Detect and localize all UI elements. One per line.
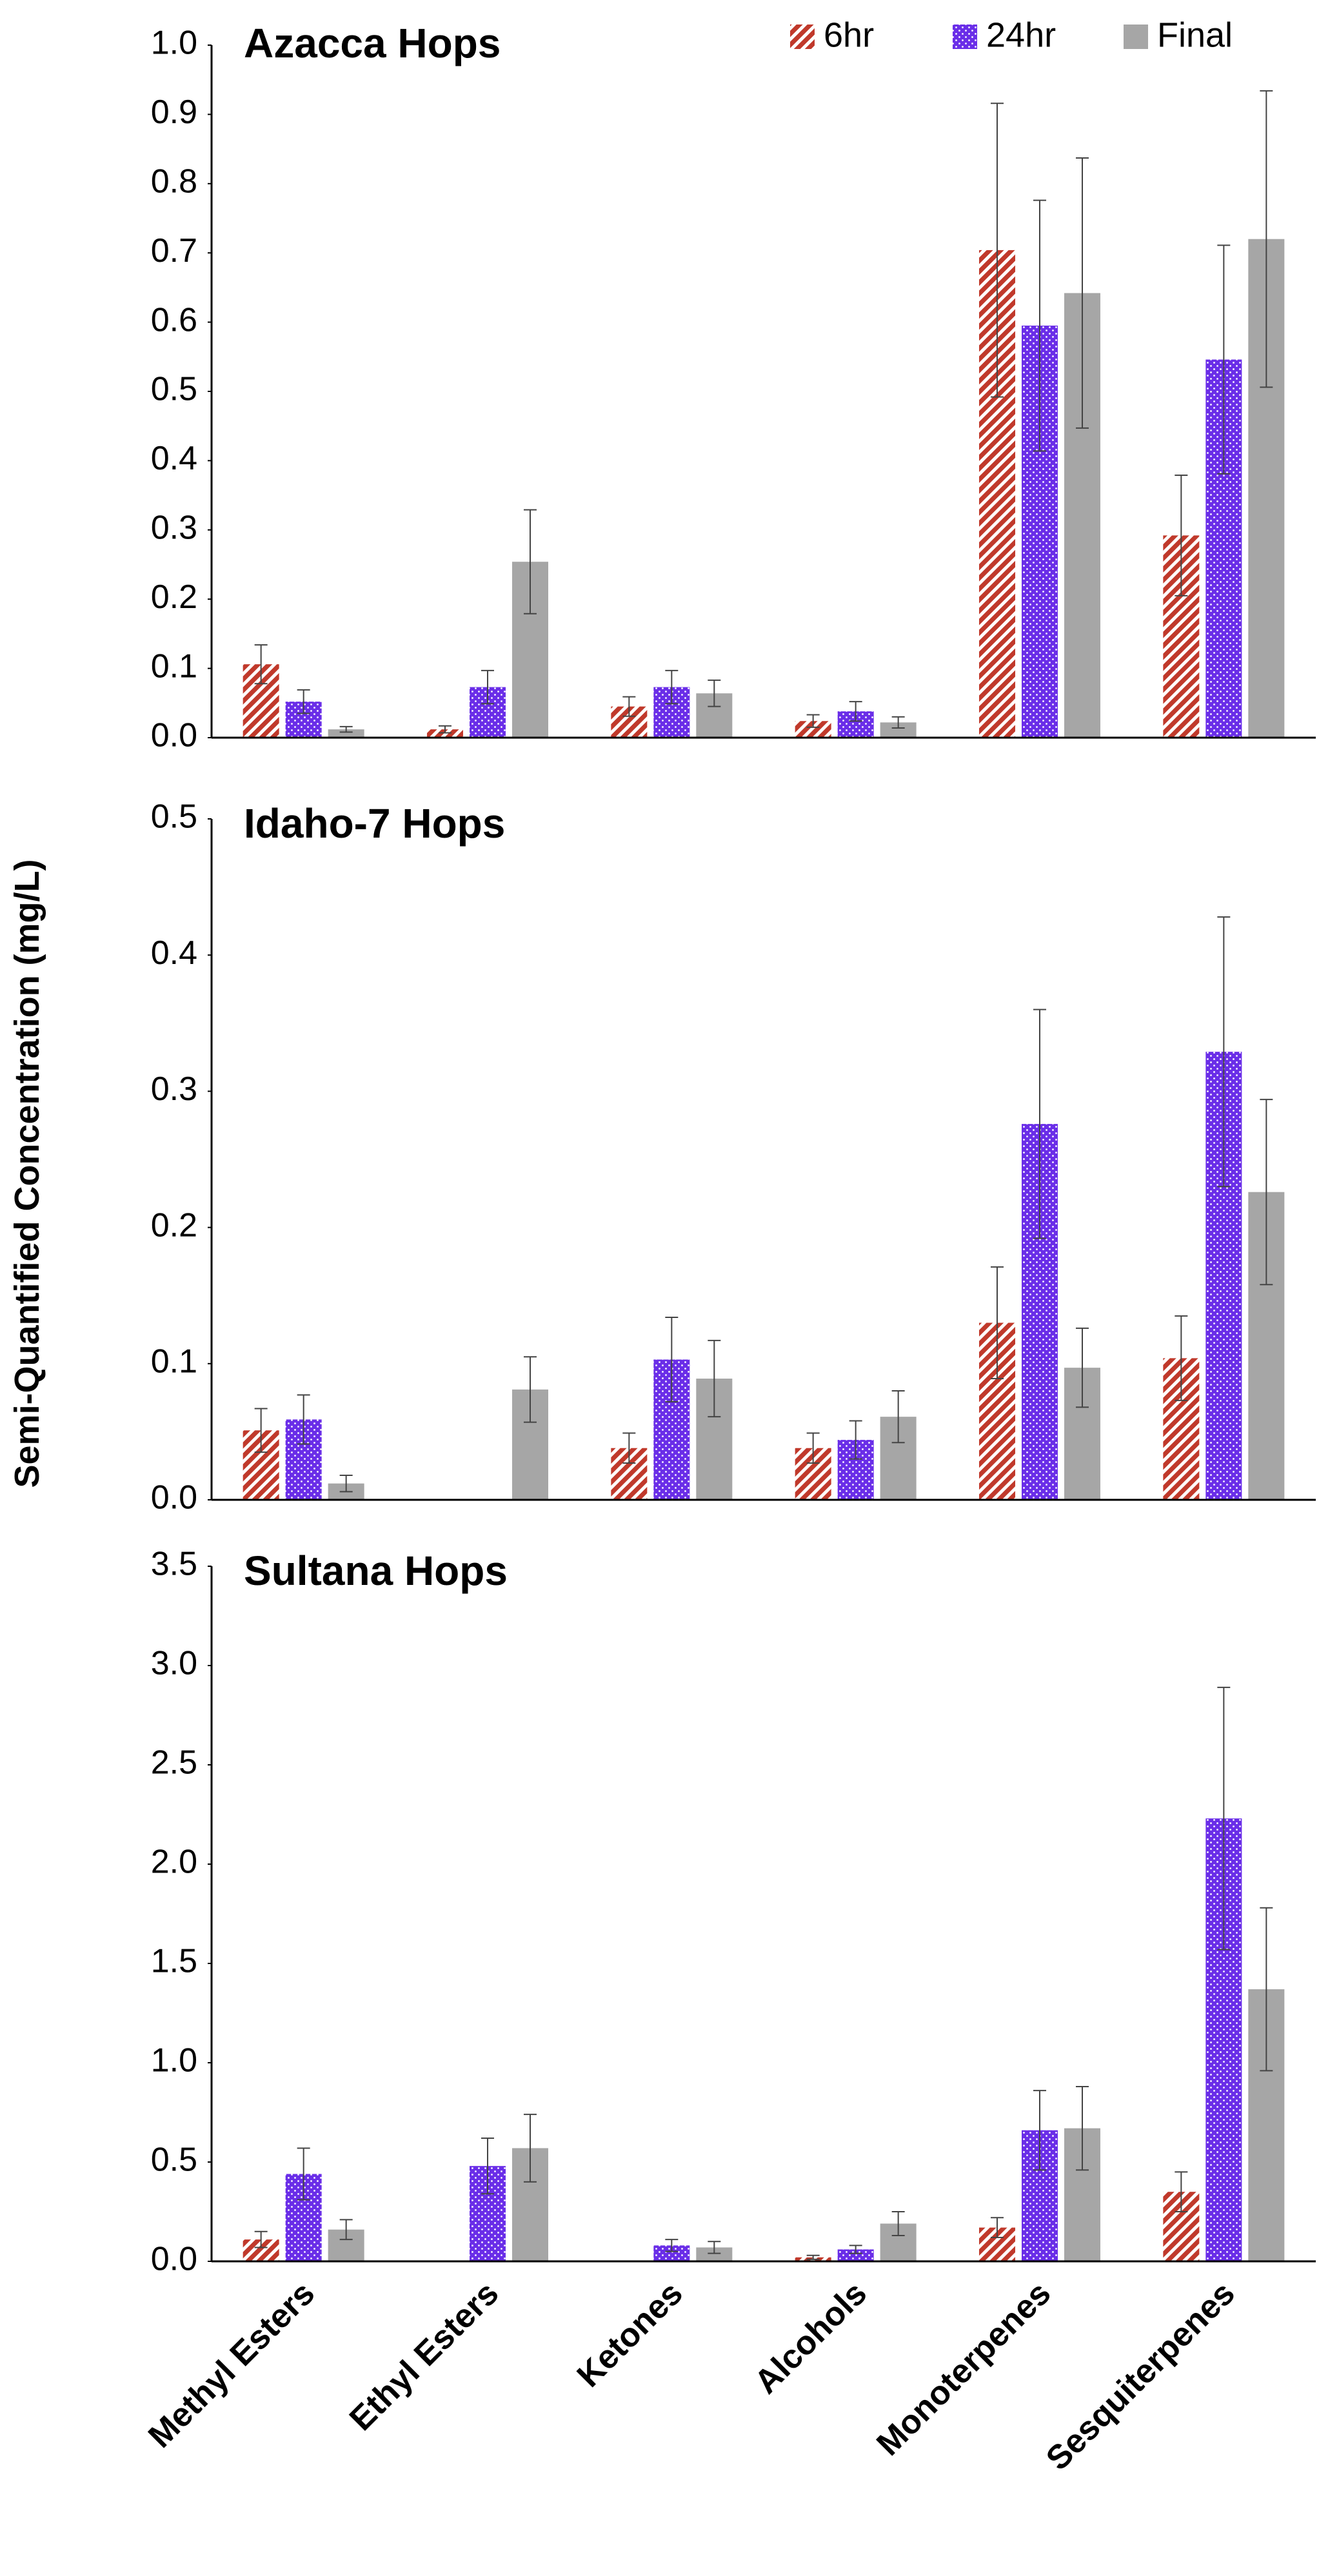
error-bar bbox=[524, 1356, 537, 1423]
legend-label: 6hr bbox=[824, 15, 874, 54]
y-tick-label: 0.4 bbox=[151, 934, 197, 972]
error-bar bbox=[1076, 157, 1089, 429]
y-tick-label: 0.6 bbox=[151, 301, 197, 339]
error-bar bbox=[622, 1432, 636, 1464]
y-tick-label: 0.8 bbox=[151, 163, 197, 201]
error-bar bbox=[891, 716, 905, 729]
error-bar bbox=[991, 103, 1004, 398]
error-bar bbox=[891, 2211, 905, 2236]
y-tick-label: 1.0 bbox=[151, 25, 197, 62]
error-bar bbox=[806, 714, 820, 728]
bar bbox=[837, 2249, 874, 2261]
x-tick-label: Sesquiterpenes bbox=[1039, 2274, 1242, 2477]
error-bar bbox=[708, 2241, 721, 2254]
error-bar bbox=[339, 2219, 353, 2241]
error-bar bbox=[1175, 2171, 1188, 2212]
error-bar bbox=[1076, 1327, 1089, 1408]
panel-title: Sultana Hops bbox=[244, 1548, 508, 1594]
error-bar bbox=[1217, 916, 1231, 1188]
error-bar bbox=[708, 1339, 721, 1418]
error-bar bbox=[481, 2138, 494, 2195]
error-bar bbox=[254, 1408, 268, 1453]
y-tick-label: 0.1 bbox=[151, 647, 197, 685]
error-bar bbox=[665, 669, 679, 705]
error-bar bbox=[439, 725, 451, 734]
y-tick-label: 0.0 bbox=[151, 717, 197, 754]
y-tick-label: 0.5 bbox=[151, 371, 197, 408]
error-bar bbox=[991, 2217, 1004, 2239]
y-tick-label: 2.5 bbox=[151, 1744, 197, 1782]
error-bar bbox=[665, 1316, 679, 1402]
error-bar bbox=[1217, 244, 1231, 475]
error-bar bbox=[1260, 90, 1273, 388]
bar bbox=[696, 2247, 733, 2261]
bar bbox=[427, 729, 463, 738]
y-axis-label: Semi-Quantified Concentration (mg/L) bbox=[8, 859, 46, 1488]
error-bar bbox=[806, 2254, 820, 2260]
error-bar bbox=[297, 2147, 310, 2201]
legend-swatch bbox=[1124, 25, 1148, 49]
error-bar bbox=[339, 725, 353, 733]
panel-title: Azacca Hops bbox=[244, 20, 501, 66]
bar bbox=[328, 729, 364, 738]
error-bar bbox=[339, 1474, 353, 1493]
error-bar bbox=[254, 644, 268, 685]
y-tick-label: 2.0 bbox=[151, 1844, 197, 1881]
x-tick-label: Monoterpenes bbox=[869, 2274, 1058, 2463]
y-tick-label: 0.3 bbox=[151, 509, 197, 547]
legend-label: Final bbox=[1157, 15, 1233, 54]
y-tick-label: 0.9 bbox=[151, 93, 197, 131]
error-bar bbox=[1033, 2090, 1046, 2171]
error-bar bbox=[1175, 474, 1188, 596]
y-tick-label: 0.2 bbox=[151, 578, 197, 616]
y-tick-label: 0.7 bbox=[151, 232, 197, 270]
error-bar bbox=[665, 2239, 679, 2252]
error-bar bbox=[849, 1420, 862, 1460]
error-bar bbox=[1076, 2085, 1089, 2171]
y-tick-label: 1.5 bbox=[151, 1943, 197, 1980]
y-tick-label: 0.3 bbox=[151, 1070, 197, 1108]
bar bbox=[880, 722, 917, 738]
error-bar bbox=[524, 2114, 537, 2183]
y-tick-label: 0.0 bbox=[151, 2241, 197, 2278]
error-bar bbox=[708, 679, 721, 707]
error-bar bbox=[806, 1432, 820, 1464]
error-bar bbox=[524, 509, 537, 615]
legend-swatch bbox=[953, 25, 977, 49]
error-bar bbox=[481, 669, 494, 705]
y-tick-label: 0.5 bbox=[151, 2141, 197, 2179]
y-tick-label: 0.5 bbox=[151, 798, 197, 836]
x-tick-label: Methyl Esters bbox=[141, 2274, 322, 2455]
y-tick-label: 0.2 bbox=[151, 1206, 197, 1244]
error-bar bbox=[1033, 199, 1046, 452]
error-bar bbox=[849, 701, 862, 722]
error-bar bbox=[622, 696, 636, 717]
error-bar bbox=[1033, 1008, 1046, 1239]
error-bar bbox=[1175, 1315, 1188, 1401]
legend-swatch bbox=[790, 25, 815, 49]
panel-title: Idaho-7 Hops bbox=[244, 800, 505, 847]
y-tick-label: 0.4 bbox=[151, 440, 197, 477]
y-tick-label: 3.5 bbox=[151, 1546, 197, 1583]
error-bar bbox=[297, 1394, 310, 1445]
error-bar bbox=[1217, 1686, 1231, 1951]
error-bar bbox=[1260, 1907, 1273, 2072]
y-tick-label: 1.0 bbox=[151, 2042, 197, 2079]
x-tick-label: Alcohols bbox=[748, 2274, 874, 2401]
error-bar bbox=[891, 1390, 905, 1444]
x-tick-label: Ethyl Esters bbox=[342, 2274, 506, 2438]
x-tick-label: Ketones bbox=[570, 2274, 690, 2394]
error-bar bbox=[1260, 1099, 1273, 1286]
y-tick-label: 0.1 bbox=[151, 1343, 197, 1381]
legend-label: 24hr bbox=[986, 15, 1056, 54]
y-tick-label: 3.0 bbox=[151, 1645, 197, 1682]
error-bar bbox=[991, 1266, 1004, 1380]
y-tick-label: 0.0 bbox=[151, 1479, 197, 1517]
error-bar bbox=[849, 2245, 862, 2254]
error-bar bbox=[254, 2230, 268, 2248]
error-bar bbox=[297, 689, 310, 714]
